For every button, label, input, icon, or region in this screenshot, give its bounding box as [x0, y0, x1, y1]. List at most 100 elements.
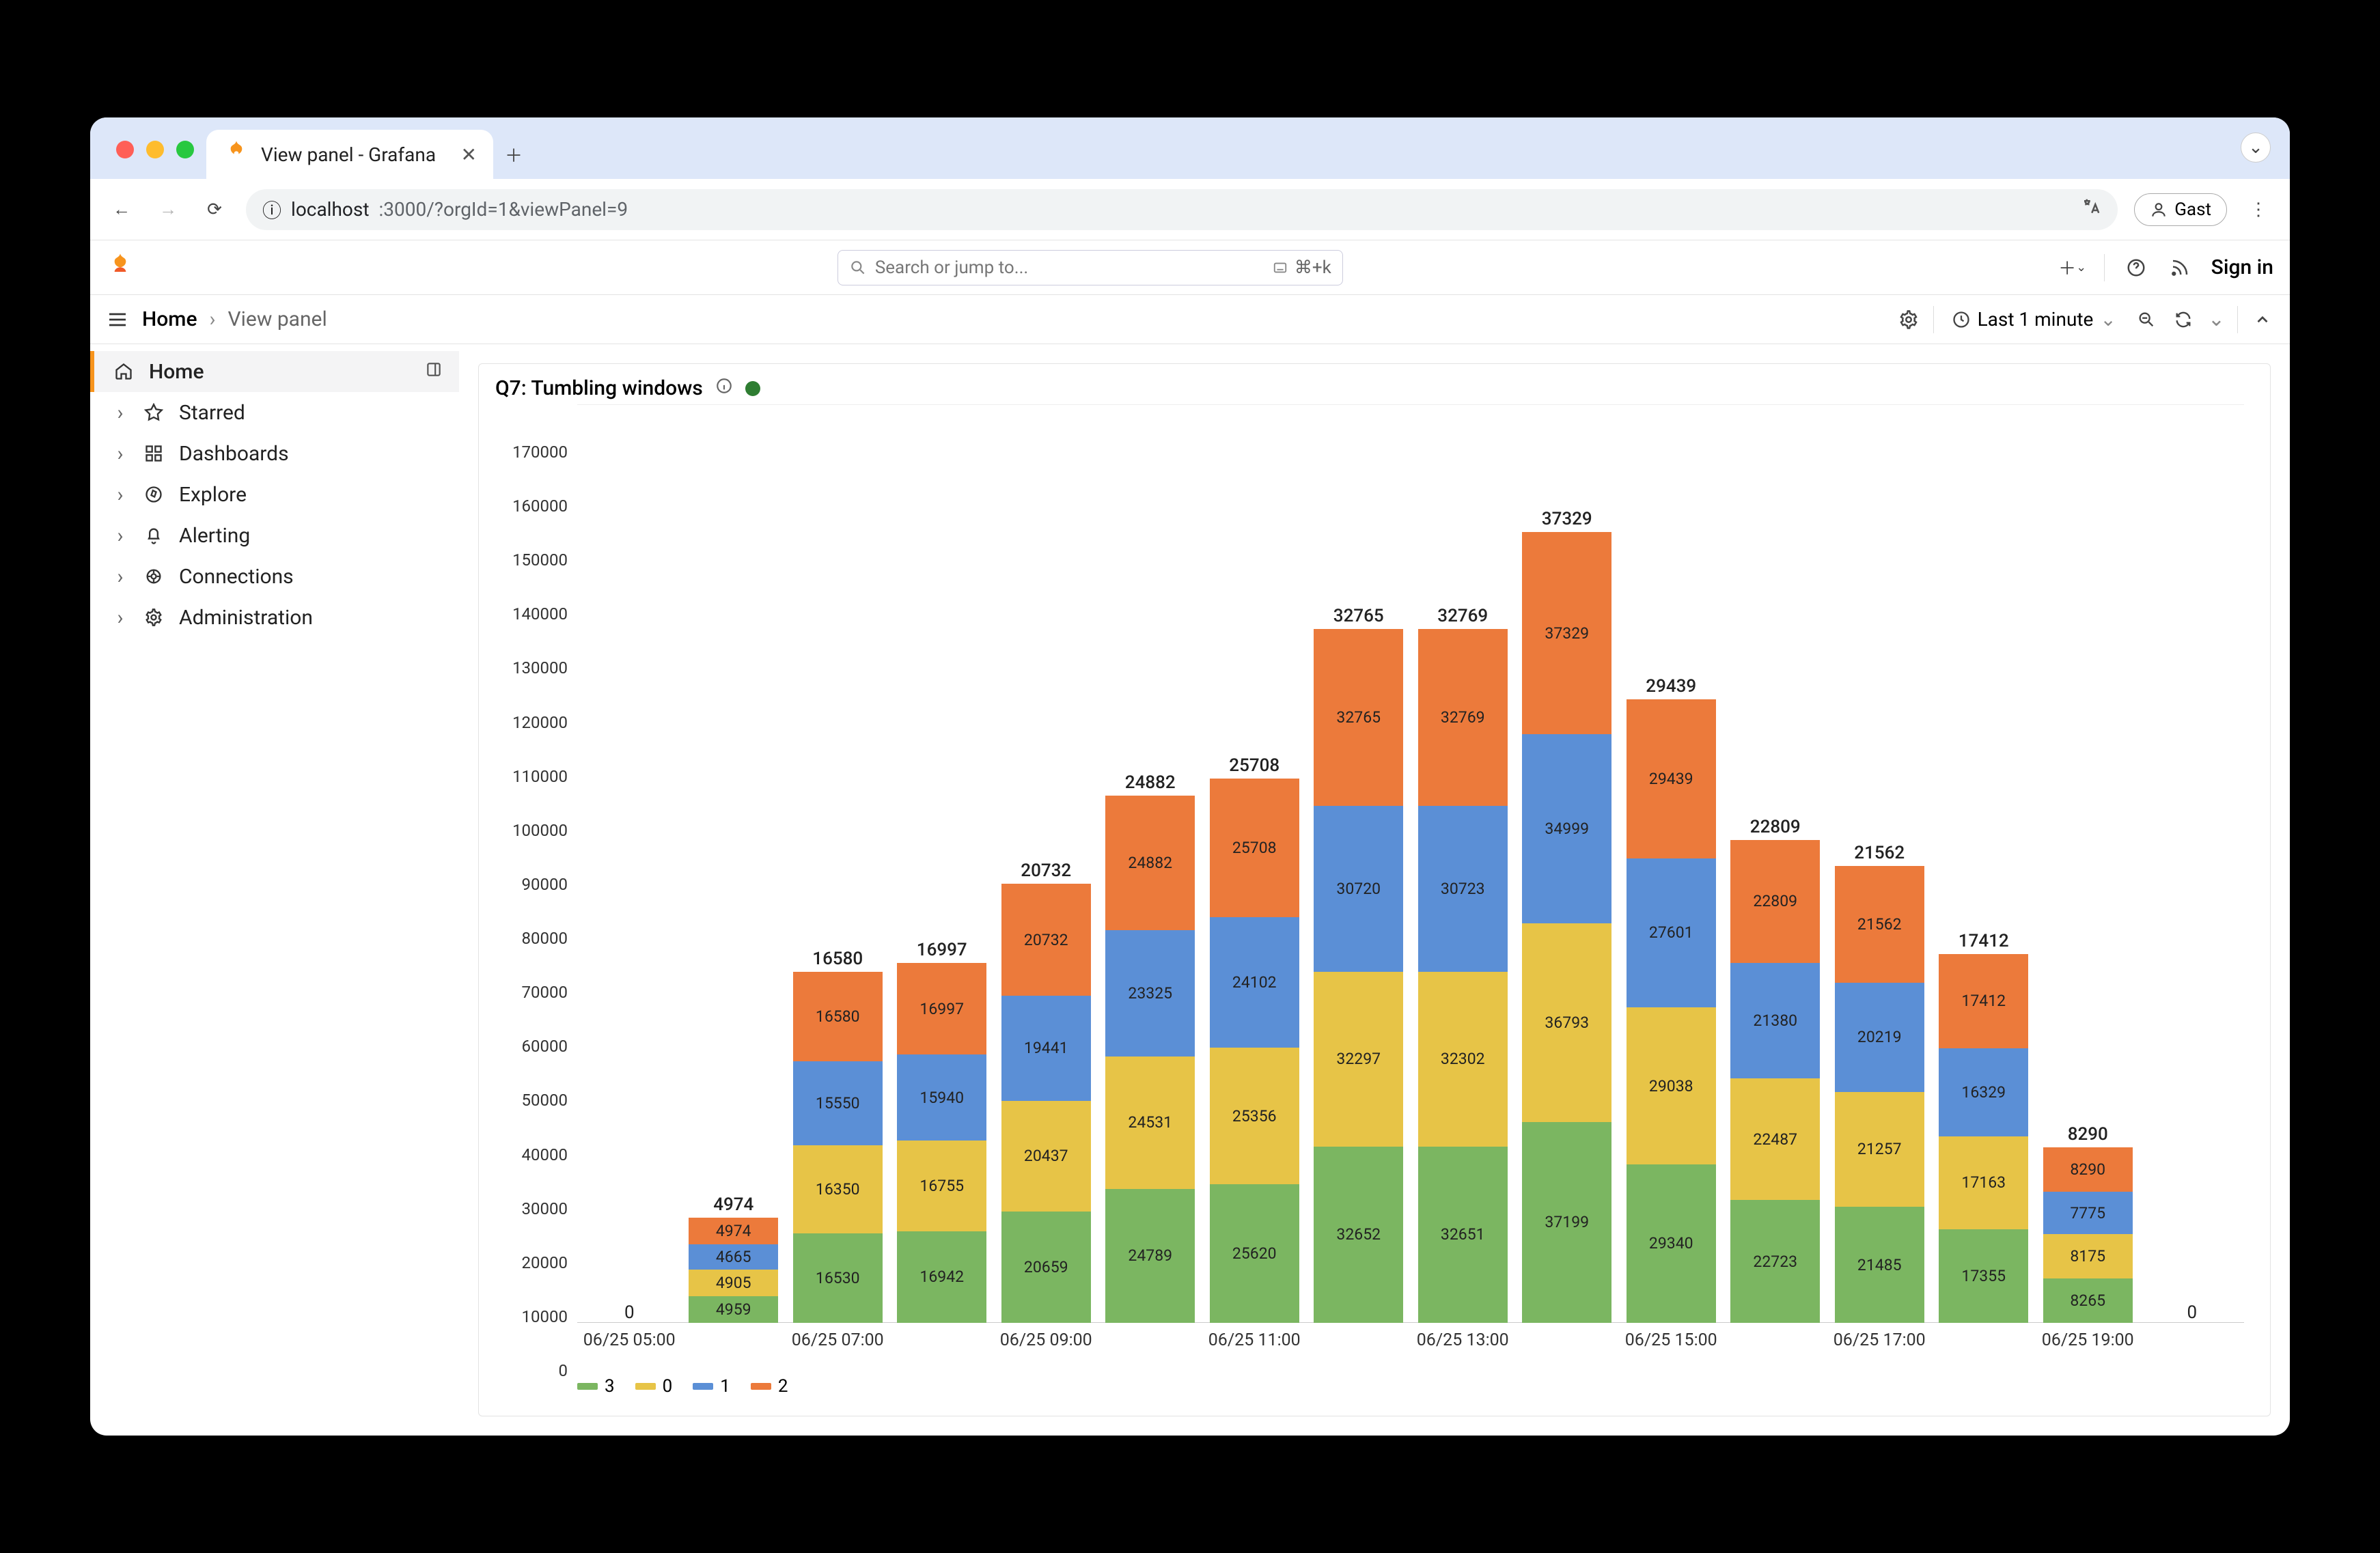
tabs-dropdown-button[interactable]: ⌄: [2241, 132, 2271, 163]
bar-segment-0[interactable]: 36793: [1522, 923, 1611, 1122]
bar-segment-3[interactable]: 16942: [897, 1231, 986, 1323]
breadcrumb-root[interactable]: Home: [142, 307, 197, 331]
sidebar-item-dashboards[interactable]: ›Dashboards: [90, 433, 459, 474]
bar-stack[interactable]: 21485212572021921562: [1835, 866, 1924, 1323]
maximize-window-button[interactable]: [176, 141, 194, 158]
bar-segment-3[interactable]: 29340: [1627, 1164, 1716, 1323]
legend-item-0[interactable]: 0: [635, 1376, 673, 1397]
bar-segment-2[interactable]: 4974: [689, 1218, 778, 1244]
zoom-out-icon[interactable]: [2134, 307, 2159, 332]
bar-segment-1[interactable]: 30720: [1314, 806, 1403, 972]
bar-segment-2[interactable]: 25708: [1210, 779, 1299, 917]
bar-segment-2[interactable]: 32765: [1314, 629, 1403, 806]
new-tab-button[interactable]: ＋: [493, 130, 534, 179]
refresh-interval-dropdown[interactable]: ⌄: [2208, 307, 2225, 331]
bar-segment-3[interactable]: 20659: [1001, 1212, 1091, 1323]
bar-segment-1[interactable]: 4665: [689, 1244, 778, 1270]
bar-stack[interactable]: 8265817577758290: [2043, 1147, 2133, 1323]
time-picker[interactable]: Last 1 minute ⌄: [1946, 304, 2122, 335]
bar-segment-1[interactable]: 23325: [1105, 930, 1195, 1057]
bar-segment-2[interactable]: 32769: [1418, 629, 1508, 806]
bar-segment-1[interactable]: 7775: [2043, 1192, 2133, 1234]
close-tab-icon[interactable]: ✕: [461, 143, 477, 166]
back-button[interactable]: ←: [107, 195, 137, 225]
refresh-icon[interactable]: [2171, 307, 2196, 332]
search-input[interactable]: Search or jump to... ⌘+k: [838, 250, 1343, 285]
bar-segment-2[interactable]: 16580: [793, 972, 883, 1061]
bar-segment-1[interactable]: 16329: [1939, 1048, 2028, 1136]
sidebar-item-alerting[interactable]: ›Alerting: [90, 515, 459, 556]
legend-item-3[interactable]: 3: [577, 1376, 615, 1397]
bar-segment-0[interactable]: 4905: [689, 1270, 778, 1296]
address-bar[interactable]: ⓘ localhost:3000/?orgId=1&viewPanel=9: [246, 189, 2118, 230]
bar-stack[interactable]: 29340290382760129439: [1627, 699, 1716, 1323]
bar-segment-1[interactable]: 21380: [1730, 963, 1820, 1078]
bar-stack[interactable]: 32652322973072032765: [1314, 629, 1403, 1323]
close-window-button[interactable]: [116, 141, 134, 158]
add-button[interactable]: ＋⌄: [2060, 255, 2085, 280]
site-info-icon[interactable]: ⓘ: [262, 196, 281, 223]
sidebar-item-administration[interactable]: ›Administration: [90, 597, 459, 638]
bar-segment-2[interactable]: 16997: [897, 963, 986, 1054]
bar-segment-2[interactable]: 22809: [1730, 840, 1820, 963]
menu-toggle-icon[interactable]: [105, 307, 130, 332]
bar-segment-2[interactable]: 8290: [2043, 1147, 2133, 1192]
bar-segment-3[interactable]: 24789: [1105, 1189, 1195, 1323]
bar-segment-3[interactable]: 32652: [1314, 1147, 1403, 1323]
bar-stack[interactable]: 25620253562410225708: [1210, 779, 1299, 1323]
sidebar-item-home[interactable]: Home: [90, 351, 459, 392]
bar-segment-0[interactable]: 17163: [1939, 1136, 2028, 1229]
bar-segment-0[interactable]: 20437: [1001, 1101, 1091, 1212]
bar-segment-3[interactable]: 37199: [1522, 1122, 1611, 1323]
bar-stack[interactable]: 37199367933499937329: [1522, 532, 1611, 1323]
bar-segment-0[interactable]: 32297: [1314, 972, 1403, 1147]
bar-stack[interactable]: 17355171631632917412: [1939, 954, 2028, 1323]
bar-segment-0[interactable]: 8175: [2043, 1234, 2133, 1278]
bar-stack[interactable]: 16530163501555016580: [793, 972, 883, 1323]
bar-segment-0[interactable]: 16350: [793, 1145, 883, 1233]
bar-segment-3[interactable]: 25620: [1210, 1184, 1299, 1323]
sign-in-link[interactable]: Sign in: [2211, 255, 2273, 279]
minimize-window-button[interactable]: [146, 141, 164, 158]
bar-segment-3[interactable]: 21485: [1835, 1207, 1924, 1323]
grafana-logo-icon[interactable]: [107, 251, 134, 283]
news-icon[interactable]: [2168, 255, 2192, 280]
bar-segment-3[interactable]: 22723: [1730, 1200, 1820, 1323]
bar-segment-1[interactable]: 34999: [1522, 734, 1611, 923]
bar-segment-3[interactable]: 4959: [689, 1296, 778, 1323]
bar-segment-1[interactable]: 19441: [1001, 996, 1091, 1101]
bar-stack[interactable]: 22723224872138022809: [1730, 840, 1820, 1323]
sidebar-item-starred[interactable]: ›Starred: [90, 392, 459, 433]
help-icon[interactable]: [2124, 255, 2148, 280]
bar-segment-2[interactable]: 21562: [1835, 866, 1924, 983]
bar-segment-0[interactable]: 29038: [1627, 1007, 1716, 1164]
bar-segment-0[interactable]: 21257: [1835, 1092, 1924, 1207]
translate-icon[interactable]: [2081, 197, 2101, 222]
bar-stack[interactable]: 20659204371944120732: [1001, 884, 1091, 1323]
profile-button[interactable]: Gast: [2134, 193, 2227, 226]
reload-button[interactable]: ⟳: [199, 195, 230, 225]
bar-segment-3[interactable]: 32651: [1418, 1147, 1508, 1323]
collapse-icon[interactable]: [2250, 307, 2275, 332]
bar-segment-2[interactable]: 29439: [1627, 699, 1716, 858]
sidebar-item-explore[interactable]: ›Explore: [90, 474, 459, 515]
bar-segment-0[interactable]: 22487: [1730, 1078, 1820, 1200]
bar-segment-1[interactable]: 15550: [793, 1061, 883, 1145]
bar-segment-1[interactable]: 30723: [1418, 806, 1508, 972]
bar-segment-2[interactable]: 24882: [1105, 796, 1195, 930]
browser-tab[interactable]: View panel - Grafana ✕: [206, 130, 493, 179]
bar-segment-1[interactable]: 24102: [1210, 917, 1299, 1048]
dock-icon[interactable]: [425, 360, 443, 384]
legend-item-2[interactable]: 2: [751, 1376, 788, 1397]
bar-stack[interactable]: 24789245312332524882: [1105, 796, 1195, 1323]
bar-segment-3[interactable]: 17355: [1939, 1229, 2028, 1323]
panel-info-icon[interactable]: [715, 376, 733, 400]
bar-segment-0[interactable]: 24531: [1105, 1057, 1195, 1189]
bar-segment-1[interactable]: 20219: [1835, 983, 1924, 1092]
bar-segment-1[interactable]: 15940: [897, 1054, 986, 1141]
forward-button[interactable]: →: [153, 195, 183, 225]
bar-segment-1[interactable]: 27601: [1627, 858, 1716, 1007]
bar-stack[interactable]: 16942167551594016997: [897, 963, 986, 1323]
bar-segment-3[interactable]: 8265: [2043, 1278, 2133, 1323]
bar-stack[interactable]: 32651323023072332769: [1418, 629, 1508, 1323]
